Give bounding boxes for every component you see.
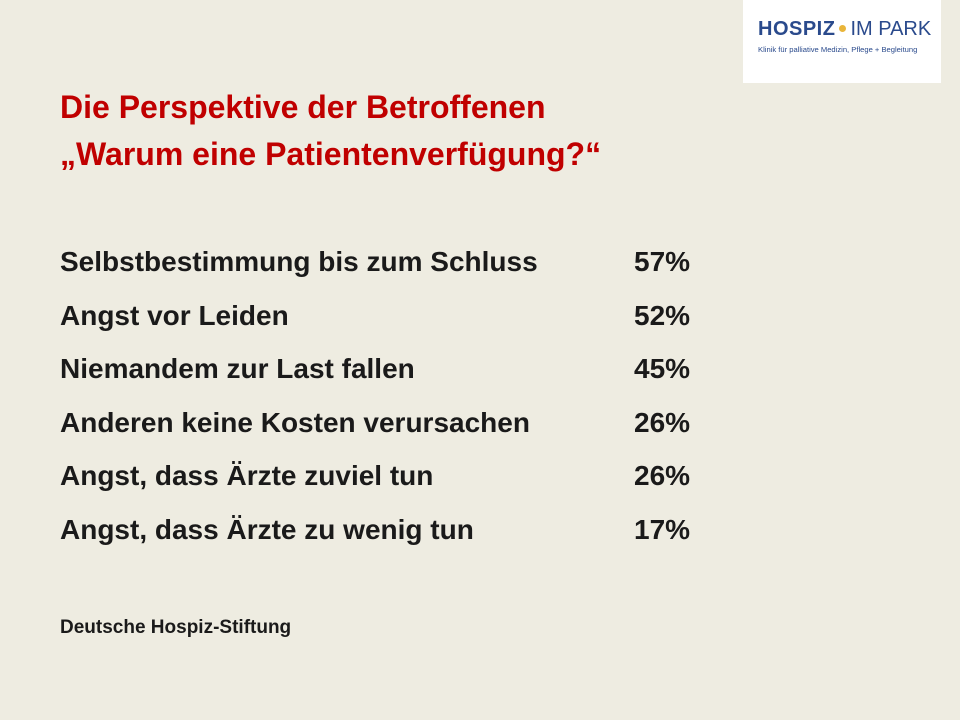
reason-label: Angst, dass Ärzte zu wenig tun: [60, 513, 474, 545]
reason-label: Selbstbestimmung bis zum Schluss: [60, 246, 538, 277]
reasons-list: Selbstbestimmung bis zum Schluss 57% Ang…: [60, 242, 720, 563]
title-line-2: „Warum eine Patientenverfügung?“: [60, 136, 602, 172]
list-item: Selbstbestimmung bis zum Schluss 57%: [60, 242, 720, 296]
reason-percentage: 52%: [634, 299, 691, 331]
logo-tagline: Klinik für palliative Medizin, Pflege + …: [758, 45, 918, 54]
reason-percentage: 17%: [634, 513, 691, 545]
logo-wordmark: HOSPIZ IM PARK: [758, 19, 931, 39]
hospiz-im-park-logo: HOSPIZ IM PARK Klinik für palliative Medi…: [743, 0, 941, 83]
reason-percentage: 57%: [634, 246, 691, 277]
reason-percentage: 26%: [634, 406, 691, 438]
list-item: Angst, dass Ärzte zu wenig tun 17%: [60, 510, 720, 564]
slide-title: Die Perspektive der Betroffenen „Warum e…: [60, 84, 601, 178]
list-item: Anderen keine Kosten verursachen 26%: [60, 403, 720, 457]
reason-label: Angst, dass Ärzte zuviel tun: [60, 460, 434, 491]
reason-label: Angst vor Leiden: [60, 299, 289, 331]
source-credit: Deutsche Hospiz-Stiftung: [60, 617, 292, 638]
reason-label: Niemandem zur Last fallen: [60, 353, 415, 384]
reason-percentage: 26%: [634, 460, 691, 491]
list-item: Niemandem zur Last fallen 45%: [60, 349, 720, 403]
list-item: Angst, dass Ärzte zuviel tun 26%: [60, 456, 720, 510]
title-line-1: Die Perspektive der Betroffenen: [60, 89, 546, 125]
reason-label: Anderen keine Kosten verursachen: [60, 406, 530, 438]
logo-dot-icon: [839, 24, 847, 32]
list-item: Angst vor Leiden 52%: [60, 296, 720, 350]
logo-word-hospiz: HOSPIZ: [758, 18, 836, 40]
logo-word-im-park: IM PARK: [850, 18, 932, 40]
reason-percentage: 45%: [634, 353, 691, 384]
